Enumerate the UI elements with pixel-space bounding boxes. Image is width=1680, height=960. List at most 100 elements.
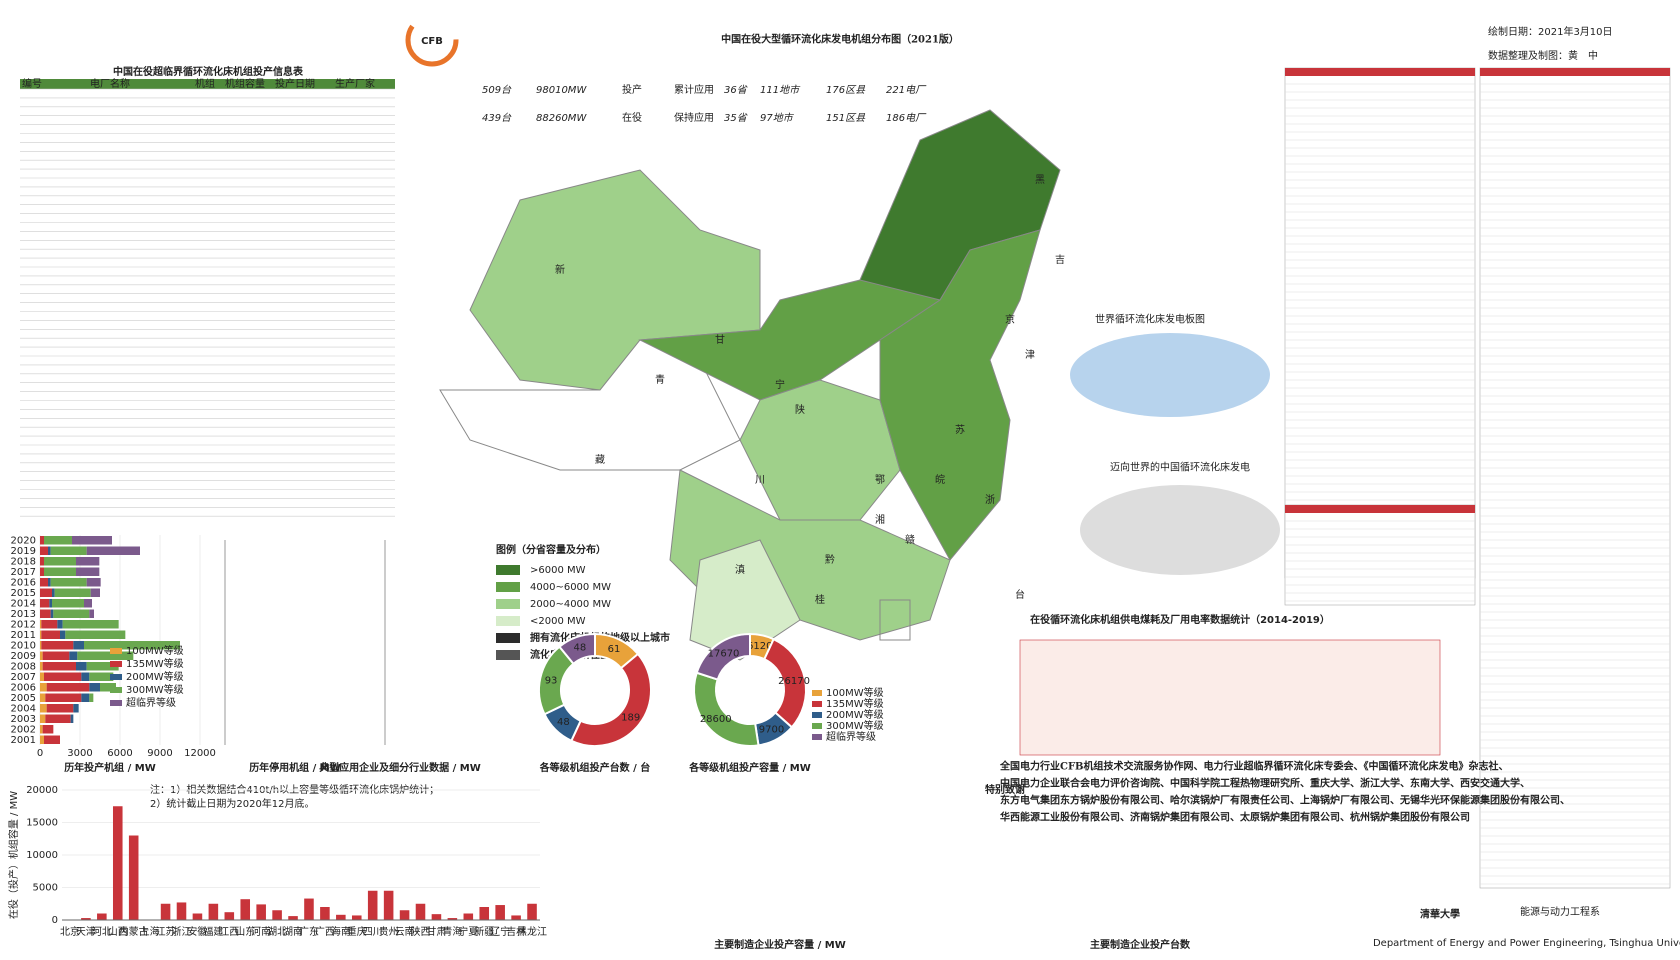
province-label: 青 — [655, 373, 665, 386]
data-label: 93 — [545, 675, 558, 686]
stat: 投产 — [622, 83, 642, 96]
legend-label: 200MW等级 — [826, 708, 884, 721]
caption: 历年停用机组 / MW — [249, 761, 341, 774]
legend-swatch — [110, 661, 122, 667]
bar-segment — [50, 609, 54, 618]
stat: 累计应用 — [674, 83, 714, 96]
y-tick-label: 2001 — [11, 735, 36, 746]
bar — [176, 902, 187, 920]
legend-swatch — [812, 734, 822, 740]
bar — [192, 913, 203, 920]
y-tick-label: 2010 — [11, 640, 36, 651]
x-tick-label: 河南 — [251, 925, 271, 938]
x-tick-label: 辽宁 — [490, 925, 510, 938]
y-tick-label: 2019 — [11, 546, 36, 557]
province-label: 浙 — [985, 494, 995, 506]
bar-segment — [41, 630, 60, 639]
table-header: 机组容量 — [225, 77, 265, 90]
stat: 111地市 — [760, 84, 801, 96]
bar — [240, 899, 251, 920]
x-tick-label: 湖北 — [267, 926, 287, 938]
bar — [479, 907, 490, 920]
x-tick-label: 广东 — [299, 925, 319, 938]
legend-label: 200MW等级 — [126, 670, 184, 683]
x-tick-label: 黑龙江 — [517, 925, 547, 938]
y-tick-label: 2003 — [11, 714, 36, 725]
province-label: 京 — [1005, 313, 1015, 326]
bar-segment — [44, 567, 76, 576]
stat: 186电厂 — [886, 112, 927, 124]
thanks-label: 特别致谢 — [985, 783, 1025, 796]
bar-segment — [84, 641, 180, 650]
bar-segment — [90, 588, 100, 597]
x-tick-label: 贵州 — [379, 925, 399, 938]
donut-slice — [693, 671, 760, 747]
x-tick-label: 宁夏 — [458, 925, 478, 938]
bar-segment — [54, 588, 91, 597]
bar-segment — [76, 557, 100, 566]
table-header: 生产厂家 — [335, 77, 375, 90]
bar — [160, 903, 171, 920]
thanks-text: 东方电气集团东方锅炉股份有限公司、哈尔滨锅炉厂有限责任公司、上海锅炉厂有限公司、… — [1000, 794, 1570, 807]
bar-segment — [62, 620, 119, 629]
emission-title: 在役循环流化床机组供电煤耗及厂用电率数据统计（2014-2019） — [1030, 613, 1330, 626]
bar — [447, 918, 458, 920]
data-label: 189 — [621, 712, 640, 723]
x-tick-label: 浙江 — [172, 926, 192, 938]
bar-segment — [46, 683, 90, 692]
x-tick-label: 河北 — [92, 926, 112, 938]
stat: 88260MW — [536, 113, 587, 124]
bar-segment — [40, 588, 52, 597]
province-label: 滇 — [735, 563, 745, 576]
bar-segment — [40, 714, 46, 723]
map-province — [879, 229, 1041, 561]
bar-segment — [86, 662, 119, 671]
y-tick-label: 2004 — [11, 703, 36, 714]
legend-swatch — [812, 723, 822, 729]
bar-segment — [60, 630, 66, 639]
bar — [288, 916, 298, 920]
y-tick-label: 2013 — [11, 609, 36, 620]
bar-segment — [45, 693, 82, 702]
logo: CFB — [421, 36, 443, 47]
bar-segment — [44, 735, 60, 744]
bar-segment — [52, 588, 55, 597]
bar-segment — [76, 567, 100, 576]
legend-swatch — [812, 712, 822, 718]
x-tick-label: 青海 — [442, 925, 462, 938]
world-map-title: 迈向世界的中国循环流化床发电 — [1110, 461, 1250, 474]
legend-label: >6000 MW — [530, 565, 586, 576]
x-tick-label: 湖南 — [283, 925, 303, 938]
bar-segment — [40, 704, 47, 713]
x-tick-label: 陕西 — [411, 925, 431, 938]
bar-segment — [41, 641, 74, 650]
bar — [495, 905, 505, 920]
x-tick-label: 云南 — [395, 925, 415, 938]
bar-segment — [40, 725, 43, 734]
province-label: 苏 — [955, 423, 965, 436]
bar — [383, 890, 394, 920]
bar — [304, 898, 314, 920]
bar-segment — [49, 599, 52, 608]
bar-segment — [57, 620, 63, 629]
x-tick-label: 福建 — [203, 925, 223, 938]
world-map — [1080, 485, 1280, 575]
bar-segment — [76, 662, 87, 671]
thanks-text: 全国电力行业CFB机组技术交流服务协作网、电力行业超临界循环流化床专委会、《中国… — [999, 760, 1509, 773]
bar — [112, 806, 123, 920]
y-tick-label: 2020 — [11, 535, 36, 546]
y-tick-label: 5000 — [33, 883, 58, 894]
caption: 主要制造企业投产容量 / MW — [714, 938, 846, 951]
bar — [97, 913, 107, 920]
author: 数据整理及制图：黄 中 — [1488, 49, 1598, 62]
province-label: 陕 — [795, 403, 805, 416]
table-frame — [1479, 67, 1671, 889]
province-label: 鄂 — [875, 474, 885, 486]
legend-label: 4000~6000 MW — [530, 582, 611, 593]
x-tick-label: 0 — [37, 748, 43, 759]
donut-slice — [569, 652, 652, 747]
x-tick-label: 甘肃 — [426, 925, 446, 938]
bar-segment — [40, 641, 42, 650]
x-tick-label: 吉林 — [506, 925, 526, 938]
